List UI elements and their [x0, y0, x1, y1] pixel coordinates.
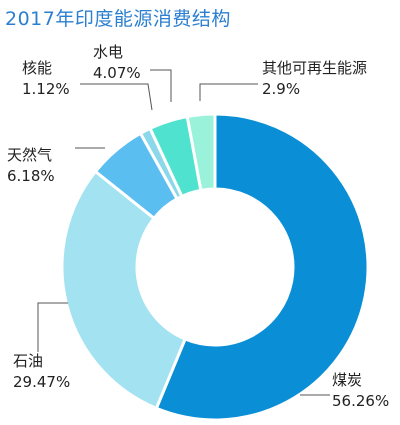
leader-line-3 [80, 83, 153, 111]
slice-1 [60, 169, 188, 411]
leader-line-1 [37, 302, 68, 352]
slice-percent-label: 29.47% [13, 373, 70, 391]
leader-line-4 [150, 69, 172, 102]
slice-percent-label: 56.26% [332, 392, 389, 410]
slice-5 [185, 112, 217, 193]
slice-percent-label: 1.12% [22, 80, 70, 98]
chart-title: 2017年印度能源消费结构 [5, 8, 231, 30]
slice-name-label: 石油 [13, 352, 43, 370]
slice-name-label: 水电 [93, 43, 123, 61]
slice-name-label: 核能 [22, 59, 52, 77]
slice-percent-label: 4.07% [93, 64, 141, 82]
slice-name-label: 煤炭 [332, 371, 362, 389]
slice-name-label: 天然气 [7, 146, 52, 164]
slice-percent-label: 2.9% [262, 80, 300, 98]
slice-0 [154, 112, 370, 422]
slice-percent-label: 6.18% [7, 167, 55, 185]
slice-name-label: 其他可再生能源 [262, 59, 367, 77]
leader-line-5 [199, 83, 258, 101]
